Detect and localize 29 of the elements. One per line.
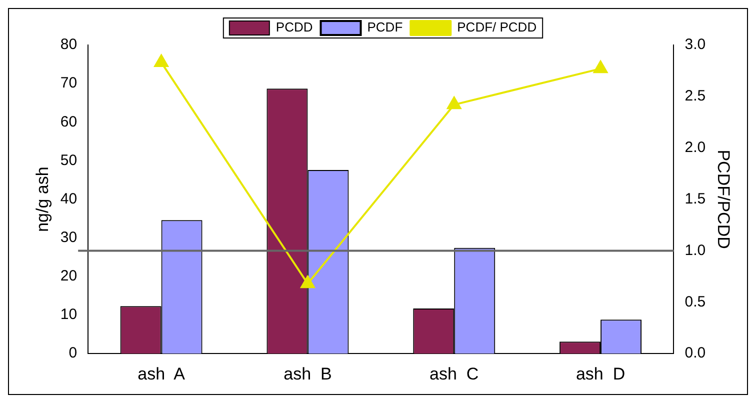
- y2-tick-label: 0.0: [684, 344, 706, 362]
- y-tick-label: 60: [60, 113, 78, 130]
- y-tick-label: 20: [60, 268, 78, 285]
- x-tick-label: ash B: [284, 364, 332, 384]
- point: [593, 60, 608, 74]
- point: [300, 276, 315, 288]
- y2-axis-title: PCDF/PCDD: [714, 150, 734, 249]
- y-tick-label: 40: [60, 190, 78, 208]
- y2-tick-label: 3.0: [684, 36, 706, 54]
- y2-tick-label: 1.0: [684, 242, 706, 259]
- point: [154, 54, 168, 67]
- x-tick-label: ash A: [138, 364, 186, 384]
- y-tick-label: 0: [68, 344, 78, 362]
- y-tick-label: 50: [60, 152, 78, 169]
- x-tick-label: ash D: [576, 364, 626, 384]
- y2-tick-label: 2.0: [684, 139, 706, 156]
- y-tick-label: 10: [60, 306, 78, 324]
- y2-tick-label: 2.5: [684, 88, 706, 105]
- y-tick-label: 70: [60, 74, 78, 92]
- y2-tick-label: 1.5: [684, 190, 706, 208]
- y-tick-label: 30: [60, 229, 78, 246]
- y-axis-title: ng/g ash: [32, 166, 52, 232]
- y2-tick-label: 0.5: [684, 293, 706, 310]
- y-tick-label: 80: [60, 36, 78, 54]
- legend-label: PCDF/ PCDD: [457, 20, 537, 35]
- point: [447, 96, 462, 110]
- legend-label: PCDF: [367, 20, 403, 35]
- x-tick-label: ash C: [430, 364, 479, 384]
- legend-label: PCDD: [276, 20, 313, 35]
